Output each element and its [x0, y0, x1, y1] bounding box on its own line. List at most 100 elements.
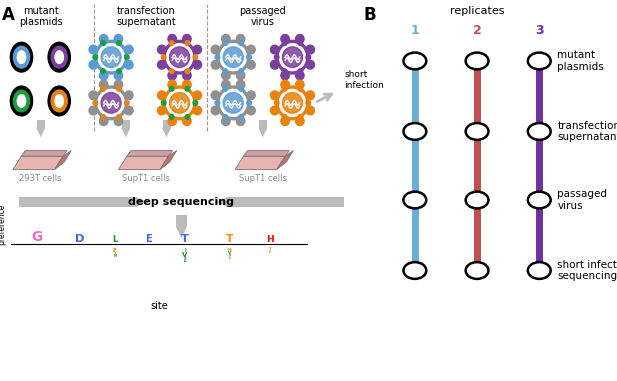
Circle shape [193, 106, 202, 115]
Circle shape [296, 71, 304, 80]
Ellipse shape [48, 42, 70, 72]
Circle shape [157, 45, 166, 54]
Polygon shape [160, 150, 176, 170]
Circle shape [275, 101, 279, 105]
Circle shape [222, 35, 230, 43]
Circle shape [89, 91, 97, 100]
Circle shape [239, 69, 244, 74]
Circle shape [117, 69, 122, 74]
Polygon shape [137, 198, 148, 206]
Circle shape [89, 106, 97, 115]
Circle shape [169, 69, 174, 74]
Text: V: V [183, 252, 188, 258]
Circle shape [117, 41, 122, 45]
Circle shape [162, 55, 166, 59]
Circle shape [247, 91, 255, 100]
Circle shape [125, 106, 133, 115]
Text: D: D [75, 234, 85, 244]
Circle shape [183, 35, 191, 43]
Polygon shape [276, 150, 293, 170]
Polygon shape [122, 120, 130, 128]
Polygon shape [176, 215, 186, 227]
Ellipse shape [51, 90, 67, 112]
Circle shape [270, 91, 279, 100]
Circle shape [283, 93, 302, 113]
Polygon shape [176, 227, 187, 238]
Circle shape [185, 41, 190, 45]
Text: SupT1 cells: SupT1 cells [239, 174, 287, 183]
Circle shape [99, 117, 108, 125]
Circle shape [247, 60, 255, 69]
Circle shape [157, 60, 166, 69]
Text: S: S [184, 256, 186, 260]
Circle shape [275, 55, 279, 59]
Circle shape [222, 71, 230, 80]
Circle shape [125, 91, 133, 100]
Circle shape [125, 60, 133, 69]
Circle shape [114, 71, 123, 80]
Text: 1: 1 [410, 24, 419, 37]
Text: S: S [228, 253, 231, 258]
Text: short
infection: short infection [344, 70, 384, 90]
Circle shape [101, 41, 106, 45]
Text: A: A [2, 6, 15, 24]
Circle shape [236, 117, 245, 125]
Polygon shape [235, 156, 285, 170]
Text: I: I [184, 248, 186, 253]
Circle shape [99, 71, 108, 80]
Circle shape [404, 192, 426, 208]
Circle shape [223, 115, 228, 119]
Text: amino-acid
preference: amino-acid preference [0, 203, 6, 246]
Circle shape [528, 262, 550, 279]
Circle shape [404, 53, 426, 69]
Circle shape [466, 192, 489, 208]
Circle shape [185, 69, 190, 74]
Circle shape [170, 47, 189, 67]
Polygon shape [259, 120, 267, 128]
Circle shape [211, 45, 220, 54]
Circle shape [280, 90, 305, 116]
Circle shape [466, 53, 489, 69]
Text: A: A [229, 258, 230, 259]
Circle shape [236, 71, 245, 80]
Circle shape [101, 47, 121, 67]
Ellipse shape [14, 90, 30, 112]
Text: Y: Y [114, 251, 116, 255]
Polygon shape [162, 128, 171, 137]
Circle shape [222, 117, 230, 125]
Circle shape [239, 115, 244, 119]
Ellipse shape [10, 86, 33, 116]
Circle shape [282, 41, 287, 45]
Circle shape [283, 47, 302, 67]
Text: H: H [267, 235, 274, 244]
Text: E: E [145, 234, 151, 244]
Ellipse shape [17, 51, 26, 63]
Circle shape [223, 93, 243, 113]
Circle shape [466, 262, 489, 279]
Circle shape [217, 40, 250, 74]
Text: SupT1 cells: SupT1 cells [122, 174, 170, 183]
Polygon shape [36, 128, 46, 137]
Circle shape [168, 117, 176, 125]
Circle shape [114, 117, 123, 125]
Circle shape [220, 44, 246, 70]
Polygon shape [258, 128, 267, 137]
Circle shape [466, 123, 489, 140]
Circle shape [247, 55, 251, 59]
Circle shape [298, 69, 303, 74]
Text: replicates: replicates [450, 6, 504, 16]
Circle shape [306, 106, 315, 115]
Circle shape [93, 101, 97, 105]
Circle shape [163, 40, 196, 74]
Circle shape [101, 93, 121, 113]
Circle shape [223, 86, 228, 91]
Circle shape [281, 35, 289, 43]
Circle shape [215, 101, 220, 105]
Circle shape [404, 123, 426, 140]
Circle shape [211, 106, 220, 115]
Text: 2: 2 [473, 24, 481, 37]
Polygon shape [118, 156, 168, 170]
Text: A: A [270, 252, 271, 253]
Circle shape [169, 86, 174, 91]
Polygon shape [121, 128, 131, 137]
